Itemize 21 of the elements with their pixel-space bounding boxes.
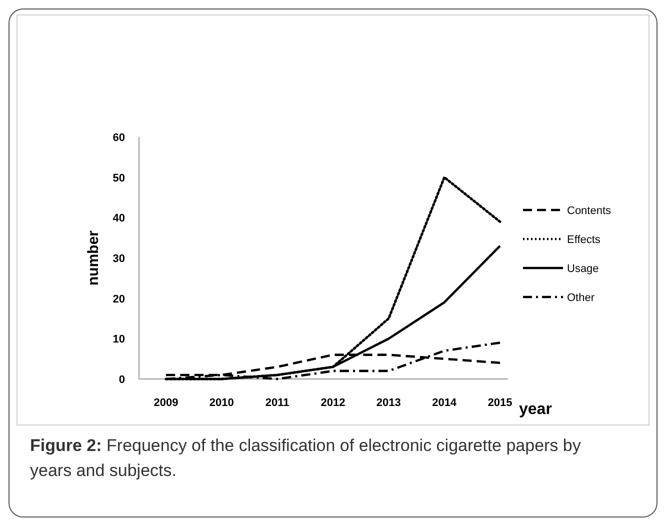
y-tick-label: 0 xyxy=(118,374,125,386)
y-axis-title: number xyxy=(85,230,102,286)
x-tick-label: 2010 xyxy=(209,397,234,409)
caption: Figure 2: Frequency of the classification of electronic cigarette papers by years and subjects. xyxy=(30,436,582,480)
y-tick-label: 30 xyxy=(112,253,125,265)
legend-label: Usage xyxy=(567,263,599,275)
x-tick-label: 2011 xyxy=(265,397,290,409)
x-tick-label: 2012 xyxy=(320,397,346,409)
legend-label: Contents xyxy=(567,205,612,217)
legend-label: Other xyxy=(567,292,595,304)
y-tick-label: 60 xyxy=(112,132,125,144)
y-tick-label: 40 xyxy=(112,212,125,225)
x-tick-label: 2014 xyxy=(432,397,458,409)
y-tick-label: 50 xyxy=(112,172,125,184)
x-tick-label: 2015 xyxy=(488,397,512,409)
legend-label: Effects xyxy=(567,234,601,246)
x-tick-label: 2013 xyxy=(376,397,401,409)
x-tick-label: 2009 xyxy=(154,397,178,409)
y-tick-label: 10 xyxy=(112,334,125,346)
x-axis-title: year xyxy=(519,401,552,418)
y-tick-label: 20 xyxy=(112,293,125,306)
